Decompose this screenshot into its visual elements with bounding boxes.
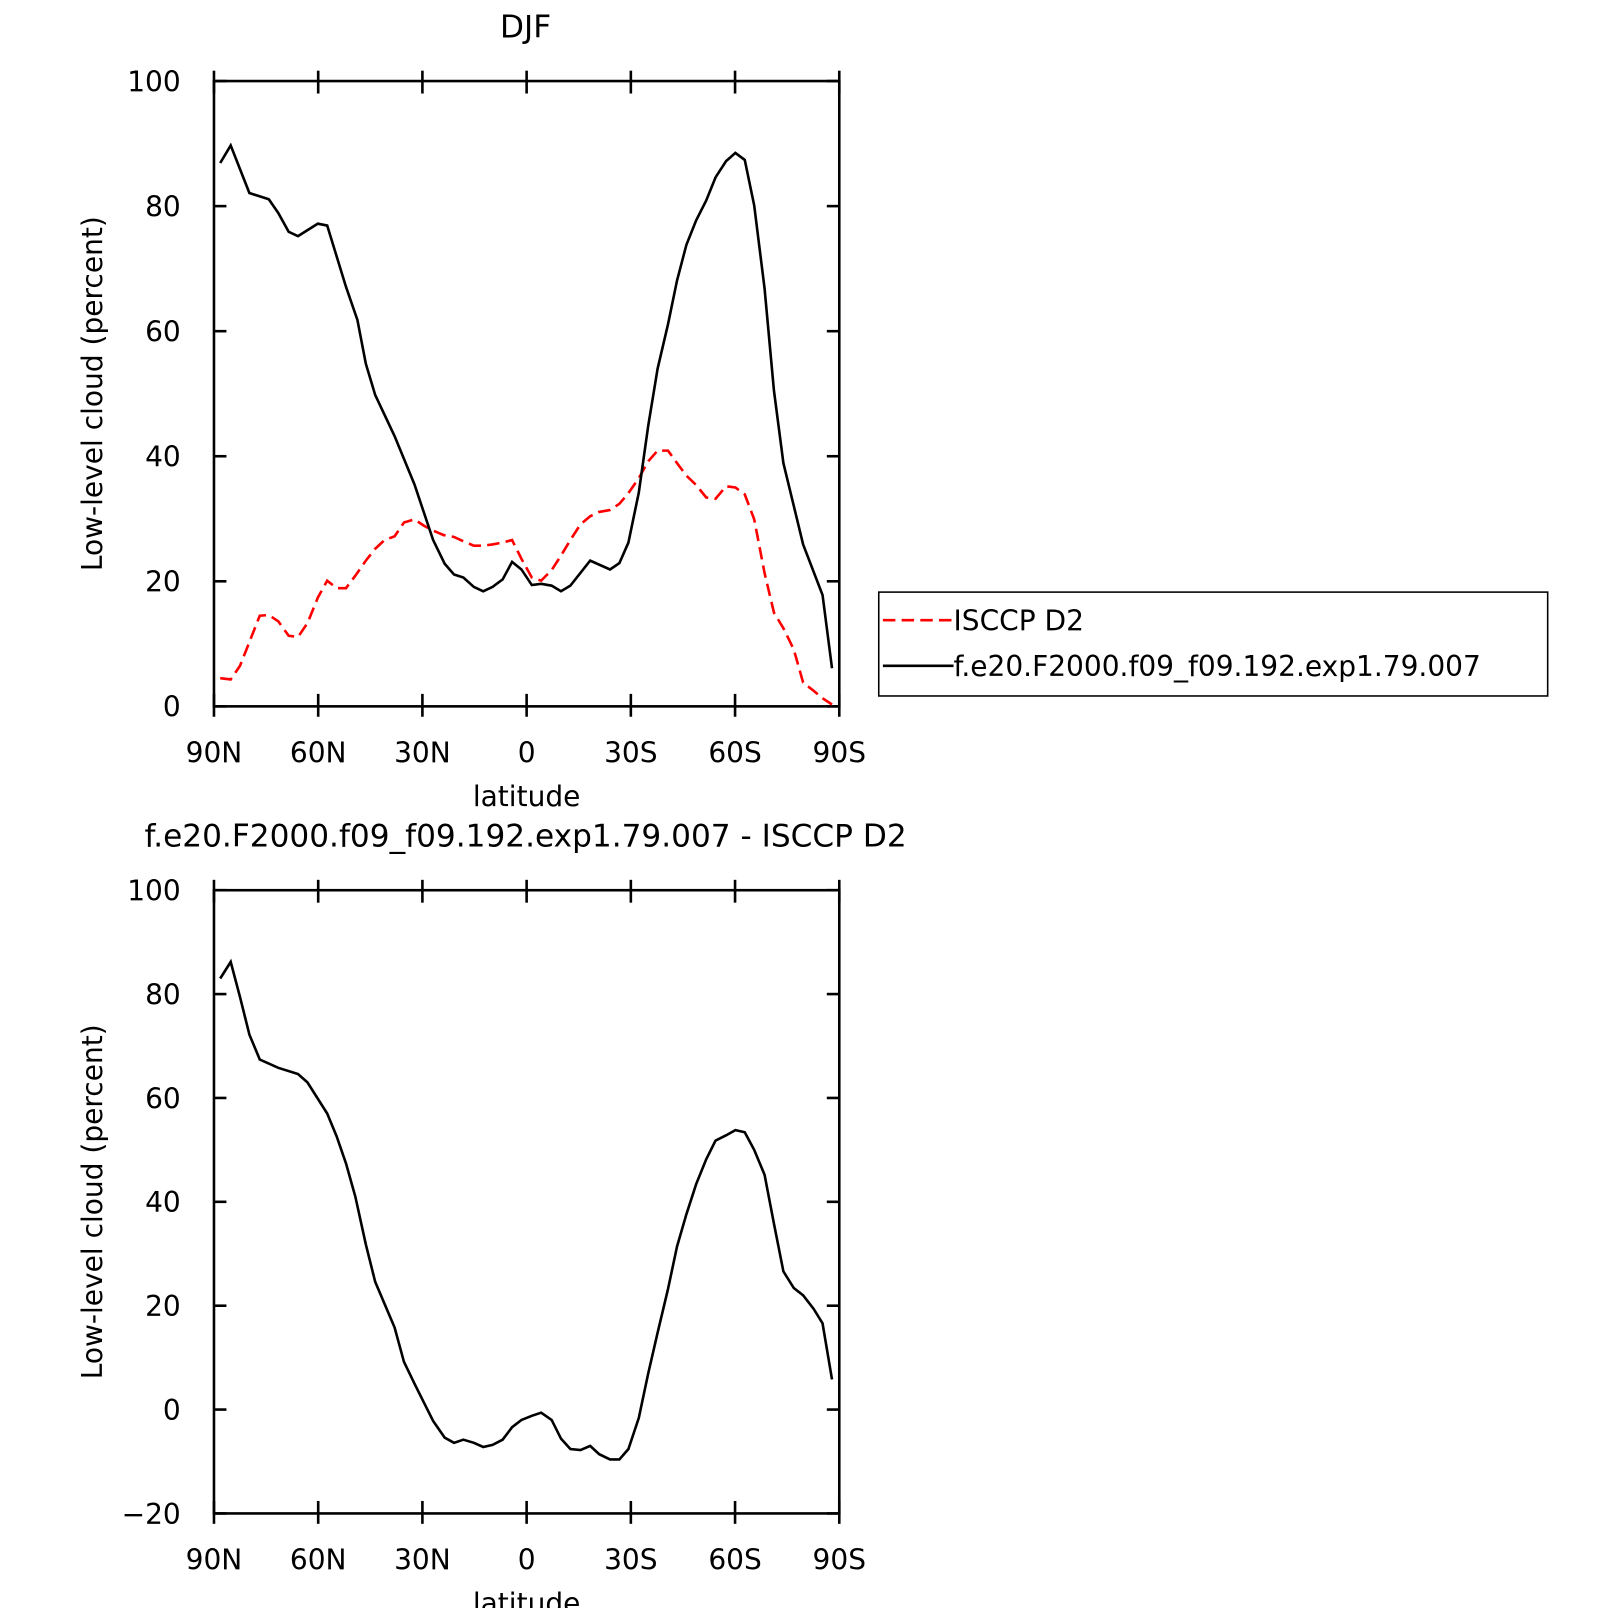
y-axis-label: Low-level cloud (percent) bbox=[76, 216, 109, 571]
x-axis-label: latitude bbox=[473, 780, 581, 813]
y-tick-label: 100 bbox=[127, 65, 181, 98]
x-tick-label: 0 bbox=[518, 736, 536, 769]
plot-frame bbox=[212, 79, 841, 708]
y-tick-label: 100 bbox=[127, 875, 181, 908]
y-tick-label: 80 bbox=[145, 978, 181, 1011]
chart-title: f.e20.F2000.f09_f09.192.exp1.79.007 - IS… bbox=[145, 819, 907, 855]
x-tick-label: 60N bbox=[290, 736, 347, 769]
y-tick-label: 80 bbox=[145, 191, 181, 224]
data-line bbox=[219, 958, 834, 1461]
legend-label: ISCCP D2 bbox=[954, 605, 1084, 638]
x-axis-label: latitude bbox=[473, 1587, 581, 1608]
y-tick-label: 40 bbox=[145, 441, 181, 474]
y-tick-label: 20 bbox=[145, 1290, 181, 1323]
x-tick-label: 0 bbox=[518, 1544, 536, 1577]
legend-label: f.e20.F2000.f09_f09.192.exp1.79.007 bbox=[954, 650, 1481, 683]
y-tick-label: 40 bbox=[145, 1186, 181, 1219]
x-tick-label: 60S bbox=[708, 1544, 761, 1577]
x-tick-label: 30N bbox=[394, 736, 451, 769]
x-tick-label: 90N bbox=[186, 736, 243, 769]
data-line bbox=[219, 142, 834, 669]
y-axis-label: Low-level cloud (percent) bbox=[76, 1024, 109, 1379]
x-tick-label: 90S bbox=[813, 736, 866, 769]
plot-frame bbox=[212, 888, 841, 1515]
chart-title: DJF bbox=[500, 9, 551, 45]
x-tick-label: 60N bbox=[290, 1544, 347, 1577]
x-tick-label: 90S bbox=[813, 1544, 866, 1577]
y-tick-label: 0 bbox=[163, 1394, 181, 1427]
y-tick-label: 60 bbox=[145, 1082, 181, 1115]
y-tick-label: 60 bbox=[145, 316, 181, 349]
x-tick-label: 90N bbox=[186, 1544, 243, 1577]
x-tick-label: 30S bbox=[604, 736, 657, 769]
y-tick-label: −20 bbox=[122, 1498, 181, 1531]
data-line bbox=[220, 449, 833, 706]
x-tick-label: 30S bbox=[604, 1544, 657, 1577]
y-tick-label: 20 bbox=[145, 566, 181, 599]
legend-box bbox=[877, 591, 1549, 697]
x-tick-label: 30N bbox=[394, 1544, 451, 1577]
y-tick-label: 0 bbox=[163, 691, 181, 724]
x-tick-label: 60S bbox=[708, 736, 761, 769]
